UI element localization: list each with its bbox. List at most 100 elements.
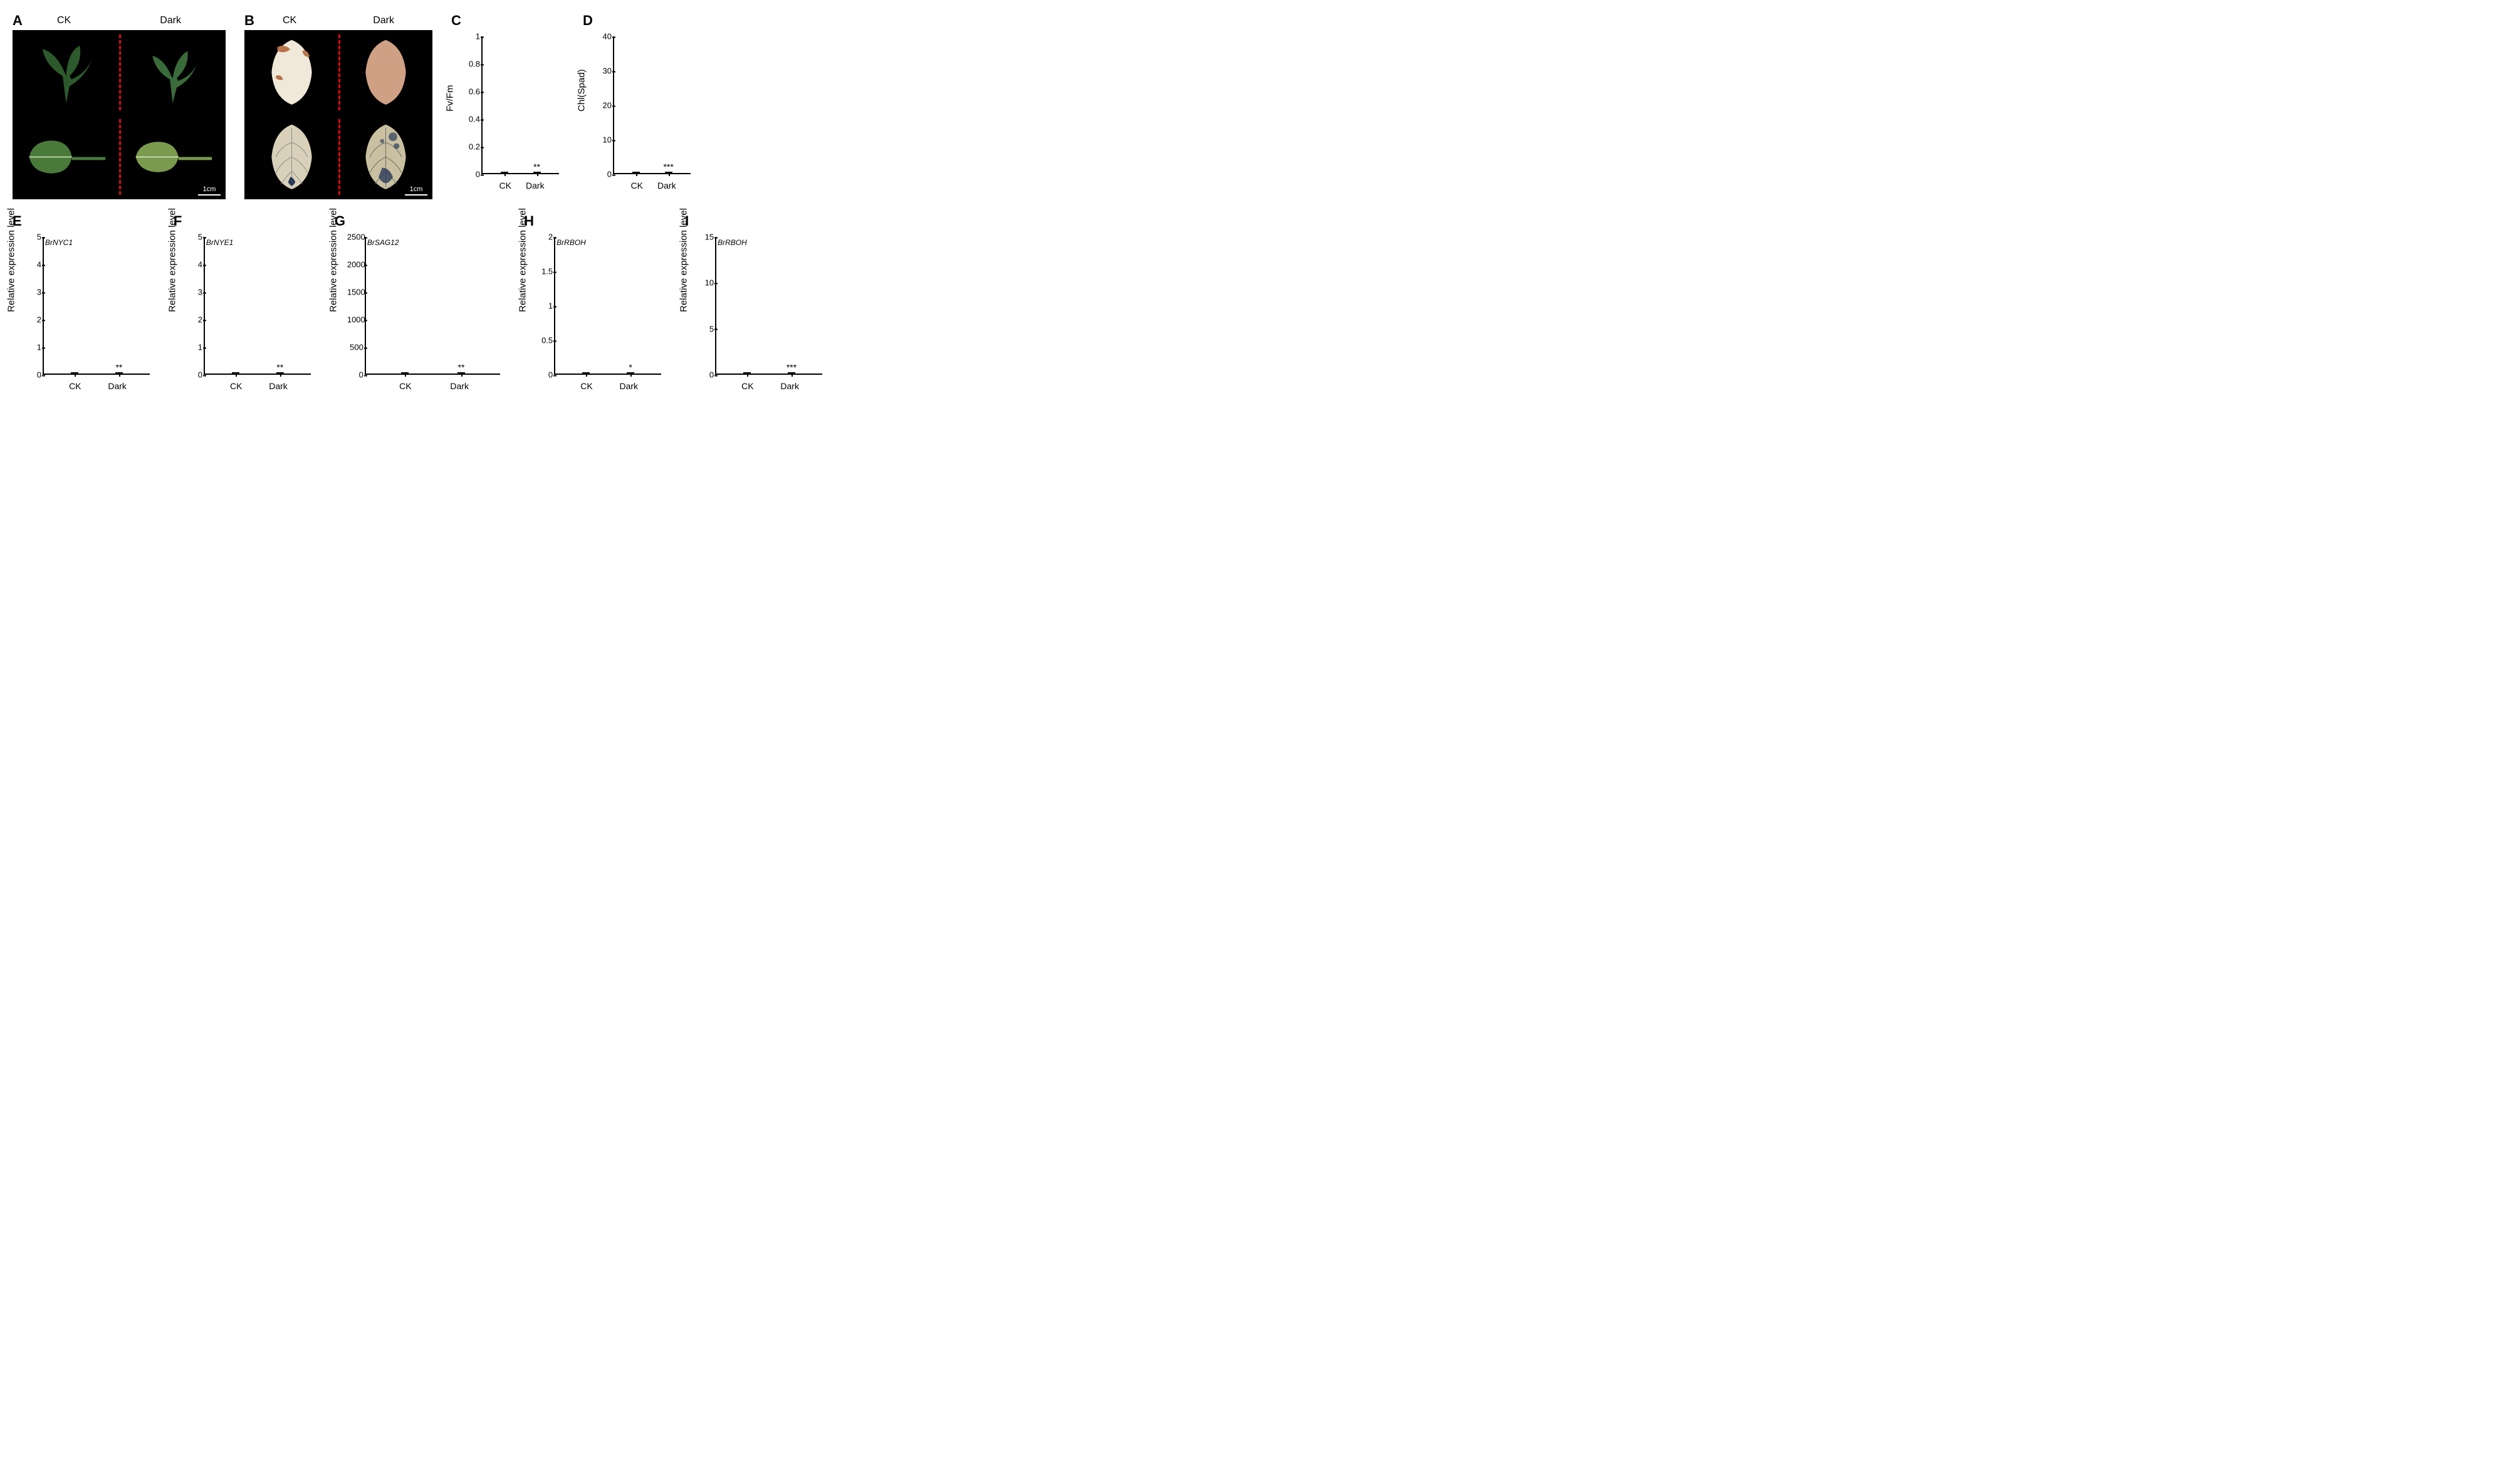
y-tick: 10 [698, 278, 714, 288]
panel-A-scalebar: 1cm [198, 186, 221, 196]
panel-B-row2: 1cm [244, 115, 432, 199]
y-tick: 0 [347, 370, 363, 380]
panel-I-label: I [685, 213, 689, 229]
y-tick: 2 [186, 315, 202, 325]
y-tick: 20 [595, 101, 612, 110]
chart-C: Fv/Fm00.20.40.60.81**CKDark [451, 30, 564, 193]
y-tick: 2500 [347, 233, 363, 242]
chart-axes-C: ** [481, 36, 559, 174]
x-tick-mark [636, 173, 637, 176]
x-label-Dark: Dark [524, 180, 546, 191]
chart-axes-G: ** [365, 237, 500, 375]
y-ticks-H: 00.511.52 [536, 237, 553, 375]
y-tick: 500 [347, 343, 363, 352]
y-tick: 0.2 [464, 142, 480, 152]
panel-G-label: G [335, 213, 345, 229]
x-label-CK: CK [625, 180, 648, 191]
x-tick-mark [461, 374, 462, 377]
panel-B-row1 [244, 30, 432, 115]
panel-B: B CK Dark [244, 13, 432, 201]
panel-A-header-dark: Dark [160, 15, 181, 26]
panel-B-headers: CK Dark [244, 15, 432, 26]
y-tick: 0 [536, 370, 553, 380]
chart-G: BrSAG12Relative expression level05001000… [335, 231, 505, 394]
plant-dark-svg [135, 39, 210, 107]
x-tick-mark [119, 374, 120, 377]
panel-B-scalebar-text: 1cm [410, 186, 423, 193]
x-labels-G: CKDark [365, 381, 500, 391]
panel-A-row2: 1cm [13, 115, 226, 199]
bars-E: ** [44, 237, 150, 374]
y-tick: 2 [25, 315, 41, 325]
x-label-CK: CK [220, 381, 252, 391]
y-tick: 0.6 [464, 87, 480, 97]
plant-ck-svg [29, 39, 103, 107]
y-tick: 0 [698, 370, 714, 380]
y-tick: 1500 [347, 288, 363, 297]
x-tick-mark [630, 374, 632, 377]
x-label-CK: CK [731, 381, 763, 391]
y-tick: 0.4 [464, 115, 480, 124]
gene-label-I: BrRBOH [718, 238, 747, 247]
panel-B-scalebar-line [405, 194, 427, 196]
x-label-CK: CK [494, 180, 516, 191]
panel-E: EBrNYC1Relative expression level012345**… [13, 213, 155, 389]
chart-H: BrRBOHRelative expression level00.511.52… [524, 231, 666, 394]
panel-A-row1 [13, 30, 226, 115]
gene-label-E: BrNYC1 [45, 238, 73, 247]
bars-I: *** [716, 237, 822, 374]
panel-A-divider2 [119, 119, 121, 196]
y-ticks-G: 05001000150020002500 [347, 237, 363, 375]
panel-D: DChl(Spad)010203040***CKDark [583, 13, 696, 201]
leaf-ck [13, 115, 119, 199]
gene-label-F: BrNYE1 [206, 238, 233, 247]
y-tick: 30 [595, 66, 612, 76]
panel-B-scalebar: 1cm [405, 186, 427, 196]
y-tick: 0 [186, 370, 202, 380]
x-labels-I: CKDark [715, 381, 822, 391]
panel-A-divider [119, 34, 121, 111]
x-tick-mark [586, 374, 587, 377]
panel-G: GBrSAG12Relative expression level0500100… [335, 213, 505, 389]
panel-B-divider2 [338, 119, 340, 196]
significance-marker: ** [533, 162, 540, 172]
chart-axes-E: ** [43, 237, 150, 375]
panel-A-label: A [13, 13, 23, 29]
y-label-C: Fv/Fm [445, 85, 456, 112]
x-label-Dark: Dark [656, 180, 678, 191]
chart-axes-H: * [554, 237, 661, 375]
bars-F: ** [205, 237, 311, 374]
panel-B-label: B [244, 13, 254, 29]
plant-dark [119, 30, 226, 115]
panel-B-header-dark: Dark [373, 15, 394, 26]
x-tick-mark [792, 374, 793, 377]
panel-I: IBrRBOHRelative expression level051015**… [685, 213, 827, 389]
leaf-ck-svg [23, 132, 108, 182]
x-label-CK: CK [59, 381, 91, 391]
bars-C: ** [483, 36, 559, 173]
chart-D: Chl(Spad)010203040***CKDark [583, 30, 696, 193]
stain-ck-dab-svg [259, 36, 325, 108]
y-tick: 2 [536, 233, 553, 242]
stain-dark-dab [338, 30, 432, 115]
chart-axes-F: ** [204, 237, 311, 375]
chart-I: BrRBOHRelative expression level051015***… [685, 231, 827, 394]
y-ticks-E: 012345 [25, 237, 41, 375]
x-labels-E: CKDark [43, 381, 150, 391]
significance-marker: ** [276, 362, 283, 372]
x-tick-mark [669, 173, 670, 176]
y-tick: 1 [536, 301, 553, 311]
x-tick-mark [504, 173, 506, 176]
significance-marker: ** [458, 362, 465, 372]
panel-F: FBrNYE1Relative expression level012345**… [174, 213, 316, 389]
panel-C: CFv/Fm00.20.40.60.81**CKDark [451, 13, 564, 201]
y-tick: 15 [698, 233, 714, 242]
chart-F: BrNYE1Relative expression level012345**C… [174, 231, 316, 394]
y-tick: 5 [698, 324, 714, 333]
gene-label-H: BrRBOH [557, 238, 586, 247]
x-tick-mark [280, 374, 281, 377]
stain-dark-dab-svg [353, 36, 419, 108]
y-tick: 10 [595, 135, 612, 145]
panel-E-label: E [13, 213, 22, 229]
y-tick: 0 [464, 170, 480, 179]
